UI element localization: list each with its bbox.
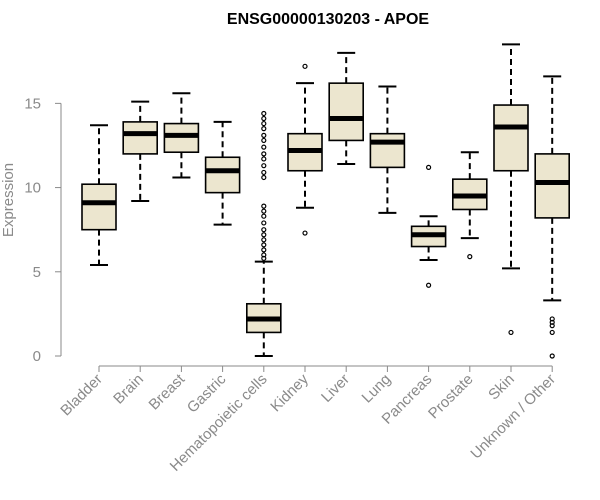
box-iqr <box>328 82 365 142</box>
box-gastric <box>204 120 241 226</box>
box-iqr <box>493 104 529 172</box>
box-pancreas <box>410 164 447 288</box>
box-brain <box>122 100 158 203</box>
box-prostate <box>451 151 488 260</box>
x-tick-label: Liver <box>318 371 353 406</box>
box-iqr <box>163 122 200 154</box>
y-tick-label: 15 <box>24 95 41 112</box>
box-bladder <box>81 124 117 267</box>
x-tick-label: Prostate <box>425 371 477 423</box>
x-tick-label: Skin <box>485 371 518 404</box>
axes-group: 0 5 10 15 <box>24 95 553 372</box>
outlier-point <box>261 252 267 258</box>
outlier-point <box>302 63 308 69</box>
box-lung <box>369 85 406 214</box>
y-tick-label: 5 <box>33 264 41 281</box>
outlier-point <box>261 120 267 127</box>
outlier-point <box>261 132 267 138</box>
box-liver <box>328 51 365 165</box>
outlier-point <box>549 353 555 359</box>
outlier-point <box>261 169 267 176</box>
outlier-point <box>261 137 267 144</box>
outlier-point <box>261 255 267 261</box>
outlier-point <box>508 329 514 336</box>
box-skin <box>493 43 529 336</box>
outlier-point <box>549 319 555 325</box>
x-tick-label: Bladder <box>57 371 106 420</box>
chart-title: ENSG00000130203 - APOE <box>227 11 430 28</box>
outlier-point <box>261 110 267 117</box>
x-tick-label: Brain <box>110 371 147 408</box>
outlier-point <box>261 203 267 209</box>
outlier-point <box>261 115 267 122</box>
outlier-point <box>426 164 432 170</box>
outlier-point <box>261 163 267 169</box>
outlier-point <box>261 242 267 248</box>
box-iqr <box>369 132 406 169</box>
outlier-point <box>549 316 555 322</box>
outlier-point <box>261 232 267 238</box>
outlier-point <box>549 323 555 329</box>
x-tick-label: Kidney <box>267 370 312 415</box>
box-hematopoietic-cells <box>246 110 282 357</box>
outlier-point <box>467 254 473 260</box>
outlier-point <box>302 230 308 236</box>
plot-area <box>81 43 571 359</box>
box-iqr <box>122 121 158 155</box>
x-tick-label: Lung <box>359 371 395 407</box>
y-tick-label: 10 <box>24 180 41 197</box>
box-breast <box>163 92 200 179</box>
outlier-point <box>261 227 267 233</box>
box-kidney <box>287 63 323 236</box>
outlier-point <box>261 247 267 253</box>
outlier-point <box>261 151 267 157</box>
outlier-point <box>261 174 267 181</box>
outlier-point <box>261 208 267 214</box>
outlier-point <box>261 126 267 132</box>
outlier-point <box>261 156 267 162</box>
outlier-point <box>261 237 267 243</box>
box-iqr <box>204 156 241 194</box>
box-iqr <box>81 183 117 231</box>
outlier-point <box>261 220 267 226</box>
y-axis-label: Expression <box>0 163 17 237</box>
x-tick-label: Breast <box>146 370 189 413</box>
box-iqr <box>534 153 571 219</box>
outlier-point <box>426 282 432 288</box>
outlier-point <box>549 329 555 336</box>
outlier-point <box>261 213 267 219</box>
y-tick-label: 0 <box>33 348 41 365</box>
outlier-point <box>261 144 267 150</box>
box-unknown-other <box>534 75 571 359</box>
